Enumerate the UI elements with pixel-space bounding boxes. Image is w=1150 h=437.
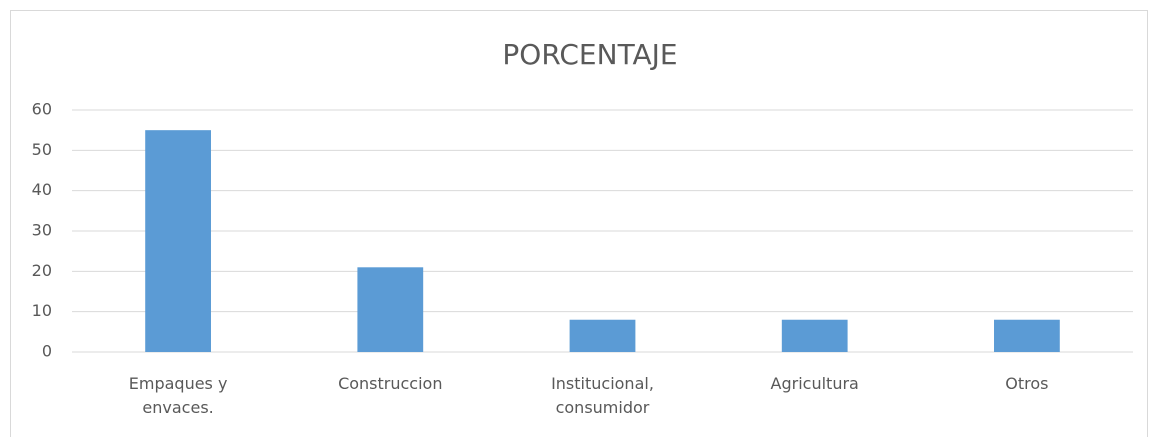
y-tick-label: 20 — [32, 261, 52, 280]
y-tick-label: 0 — [42, 342, 52, 361]
x-tick-label-box: Empaques y envaces. — [128, 374, 228, 417]
bar — [781, 319, 848, 352]
x-tick-label-box: Construccion — [338, 374, 443, 393]
chart-title: PORCENTAJE — [502, 38, 677, 71]
y-tick-label: 50 — [32, 140, 52, 159]
x-tick-label: Agricultura — [770, 374, 859, 393]
x-tick-label-box: Institucional, consumidor — [551, 374, 654, 417]
x-tick-label: Empaques y envaces. — [128, 374, 228, 417]
x-tick-label: Otros — [1005, 374, 1049, 393]
bar — [145, 130, 211, 352]
y-tick-label: 30 — [32, 221, 52, 240]
x-tick-label: Institucional, consumidor — [551, 374, 654, 417]
bar — [994, 319, 1060, 352]
y-tick-label: 40 — [32, 180, 52, 199]
y-tick-label: 10 — [32, 301, 52, 320]
bar — [357, 267, 424, 352]
x-tick-label-box: Agricultura — [770, 374, 859, 393]
x-tick-label-box: Otros — [1005, 374, 1049, 393]
x-tick-label: Construccion — [338, 374, 443, 393]
bar — [569, 319, 636, 352]
y-tick-label: 60 — [32, 100, 52, 119]
